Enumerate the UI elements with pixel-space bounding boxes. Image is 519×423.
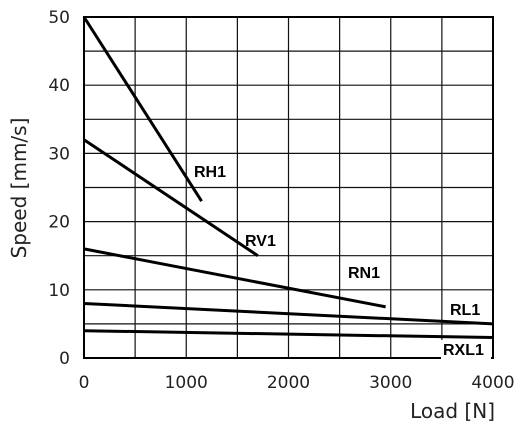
x-tick-labels: 0 1000 2000 3000 4000 (79, 373, 515, 393)
plot-border (83, 16, 494, 359)
series-line-rl1 (83, 301, 494, 326)
series-line-rv1 (83, 138, 259, 257)
series-labels: RH1 RV1 RN1 RL1 RXL1 (194, 164, 491, 359)
y-tick-label: 10 (48, 281, 70, 301)
series-line-rh1 (82, 16, 203, 202)
series-label-rxl1: RXL1 (443, 342, 484, 359)
series-label-rn1: RN1 (348, 265, 380, 282)
x-tick-label: 0 (79, 373, 90, 393)
x-axis-title: Load [N] (410, 399, 495, 423)
x-tick-label: 2000 (267, 373, 310, 393)
y-tick-label: 20 (48, 213, 70, 233)
series-line-rn1 (83, 247, 386, 309)
series-lines (82, 16, 494, 340)
y-tick-label: 40 (48, 76, 70, 96)
x-tick-label: 1000 (165, 373, 208, 393)
y-tick-label: 0 (59, 349, 70, 369)
y-tick-labels: 0 10 20 30 40 50 (48, 8, 70, 369)
y-tick-label: 50 (48, 8, 70, 28)
grid (83, 16, 494, 359)
y-axis-title: Speed [mm/s] (7, 118, 31, 259)
x-tick-label: 4000 (471, 373, 514, 393)
series-label-rv1: RV1 (245, 233, 276, 250)
series-label-rh1: RH1 (194, 164, 226, 181)
x-tick-label: 3000 (369, 373, 412, 393)
series-line-rxl1 (83, 329, 494, 340)
series-label-rl1: RL1 (450, 302, 480, 319)
series-label-background (441, 340, 491, 359)
y-tick-label: 30 (48, 144, 70, 164)
